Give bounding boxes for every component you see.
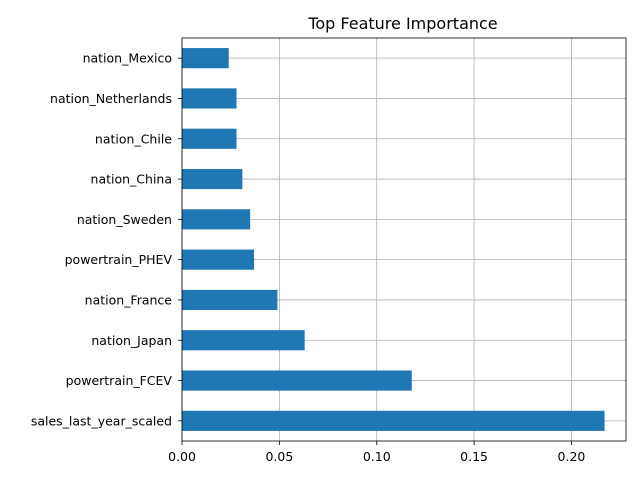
y-category-label: nation_Japan	[91, 333, 172, 348]
y-category-label: nation_Sweden	[77, 212, 172, 227]
chart-title: Top Feature Importance	[307, 14, 497, 33]
x-tick-label: 0.20	[558, 449, 586, 464]
axes	[181, 37, 627, 442]
bar	[182, 88, 237, 109]
y-category-label: nation_Mexico	[83, 51, 172, 66]
x-tick-label: 0.15	[460, 449, 488, 464]
bar	[182, 48, 229, 69]
y-category-label: nation_France	[85, 292, 173, 307]
y-category-label: nation_Netherlands	[50, 91, 172, 106]
x-tick-label: 0.10	[363, 449, 391, 464]
y-category-label: powertrain_FCEV	[66, 373, 173, 388]
bars	[182, 48, 605, 431]
y-axis-categories: sales_last_year_scaled powertrain_FCEV nat…	[31, 51, 182, 428]
bar	[182, 289, 278, 311]
bar	[182, 330, 305, 351]
bar	[182, 128, 237, 149]
y-category-label: powertrain_PHEV	[65, 252, 173, 267]
y-category-label: nation_Chile	[95, 131, 172, 146]
y-category-label: sales_last_year_scaled	[31, 413, 172, 428]
bar	[182, 168, 243, 190]
x-tick-label: 0.05	[265, 449, 293, 464]
x-axis-ticks: 0.00 0.05 0.10 0.15 0.20	[168, 441, 585, 464]
bar	[182, 410, 605, 431]
y-category-label: nation_China	[91, 172, 172, 187]
x-tick-label: 0.00	[168, 449, 196, 464]
bar	[182, 370, 412, 391]
bar	[182, 249, 255, 270]
bar	[182, 209, 251, 230]
plot-frame	[181, 37, 627, 442]
